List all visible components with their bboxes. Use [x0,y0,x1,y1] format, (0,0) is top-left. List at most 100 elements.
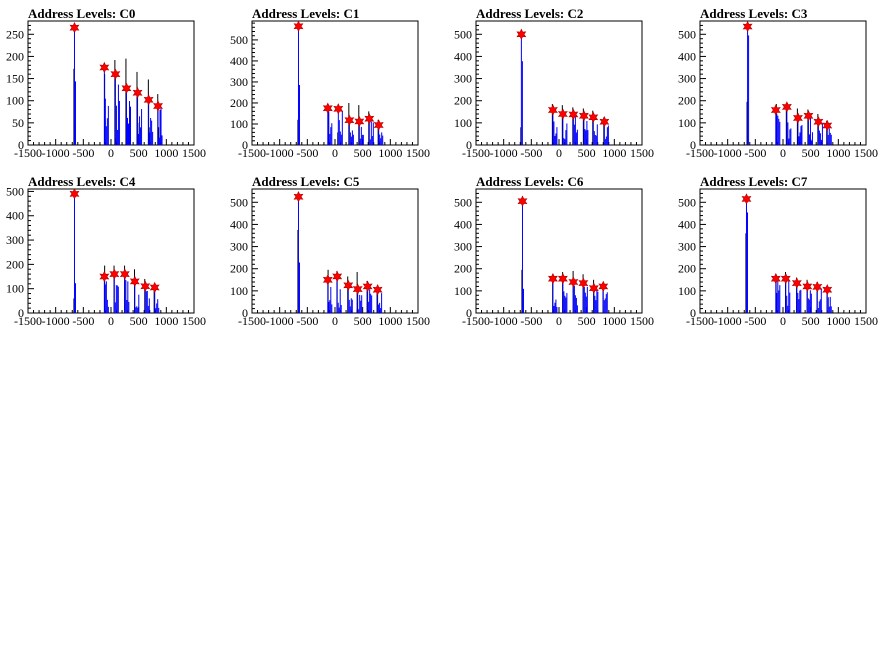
peak-marker [588,111,599,124]
y-tick-label: 500 [6,184,24,198]
panel-c0: Address Levels: C0 0 50 100 150 200 250 -1500 -1… [6,6,206,160]
y-tick-label: 500 [230,195,248,209]
panel-c1: Address Levels: C10100200300400500-1500-… [230,6,430,160]
peak-marker [69,188,80,200]
x-tick-label: -1000 [490,314,518,328]
peak-marker [69,21,80,34]
panel-c2: Address Levels: C20100200300400500-1500-… [454,6,654,160]
peak-marker [362,280,373,293]
peak-marker [812,281,823,293]
y-tick-label: 0 [466,306,472,320]
peak-marker [822,119,833,132]
y-tick-label: 200 [230,262,248,276]
x-tick-label: 1500 [854,146,878,160]
x-tick-label: 500 [802,314,820,328]
y-tick-label: 100 [454,284,472,298]
peak-marker [372,284,383,296]
y-tick-label: 0 [242,138,248,152]
x-tick-label: -1000 [42,314,70,328]
x-tick-label: 1000 [378,314,402,328]
x-tick-label: 1500 [854,314,878,328]
x-tick-label: -1500 [238,314,266,328]
peak-marker [373,119,384,131]
x-tick-label: -1500 [462,146,490,160]
x-tick-label: -500 [520,314,542,328]
peak-marker [343,279,354,292]
plot-frame [27,188,195,314]
x-tick-label: 0 [556,314,562,328]
peak-marker [110,68,121,80]
y-tick-label: 100 [6,94,24,108]
peak-marker [557,272,568,285]
peak-marker [588,282,599,294]
panel-title: Address Levels: C0 [28,6,135,21]
panel-c7: Address Levels: C70100200300400500-1500-… [678,174,878,328]
y-tick-label: 400 [678,217,696,231]
peak-marker [354,115,365,128]
peak-marker [780,272,791,285]
peak-marker [598,280,609,293]
panel-title: Address Levels: C2 [476,6,583,21]
plot-frame [251,188,419,314]
y-tick-label: 50 [12,116,24,130]
y-tick-label: 150 [6,72,24,86]
x-tick-label: 1000 [154,146,178,160]
peak-marker [344,114,355,126]
y-tick-label: 500 [678,27,696,41]
peak-marker [293,20,304,32]
panel-title: Address Levels: C5 [252,174,360,189]
y-tick-label: 0 [18,306,24,320]
peak-marker [119,268,130,280]
y-tick-label: 100 [6,282,24,296]
y-tick-label: 400 [230,54,248,68]
x-tick-label: 1000 [602,314,626,328]
x-tick-label: 500 [354,146,372,160]
x-tick-label: -1000 [714,146,742,160]
y-tick-label: 400 [6,209,24,223]
y-tick-label: 300 [6,233,24,247]
y-tick-label: 100 [230,284,248,298]
x-tick-label: -1000 [266,314,294,328]
peak-marker [547,104,558,116]
y-tick-label: 300 [230,75,248,89]
peak-marker [516,28,527,40]
x-tick-label: 500 [802,146,820,160]
x-tick-label: -1000 [42,146,70,160]
x-tick-label: -500 [520,146,542,160]
peak-marker [129,275,140,288]
peak-marker [352,283,363,295]
plot-frame [27,20,195,146]
y-tick-label: 300 [678,72,696,86]
peak-marker [599,116,610,128]
y-tick-label: 100 [454,116,472,130]
y-tick-label: 400 [454,217,472,231]
panel-title: Address Levels: C3 [700,6,808,21]
x-tick-label: 500 [354,314,372,328]
peak-marker [822,284,833,296]
peak-marker [568,108,579,121]
peak-marker [578,110,589,122]
peak-marker [803,110,814,122]
y-tick-label: 0 [690,306,696,320]
plot-frame [699,20,867,146]
peak-marker [770,104,781,116]
x-tick-label: -1500 [14,314,42,328]
peak-marker [517,195,528,207]
panel-title: Address Levels: C6 [476,174,584,189]
x-tick-label: -1500 [238,146,266,160]
y-tick-label: 200 [454,262,472,276]
x-tick-label: 0 [780,314,786,328]
peak-marker [149,281,160,294]
peak-marker [99,61,110,74]
peak-marker [121,82,132,95]
x-tick-label: 1500 [182,314,206,328]
y-tick-label: 0 [690,138,696,152]
peak-marker [770,272,781,285]
x-tick-label: -500 [296,146,318,160]
x-tick-label: 0 [332,314,338,328]
x-tick-label: -1500 [462,314,490,328]
y-tick-label: 400 [454,49,472,63]
peak-marker [742,20,753,33]
panel-title: Address Levels: C1 [252,6,359,21]
